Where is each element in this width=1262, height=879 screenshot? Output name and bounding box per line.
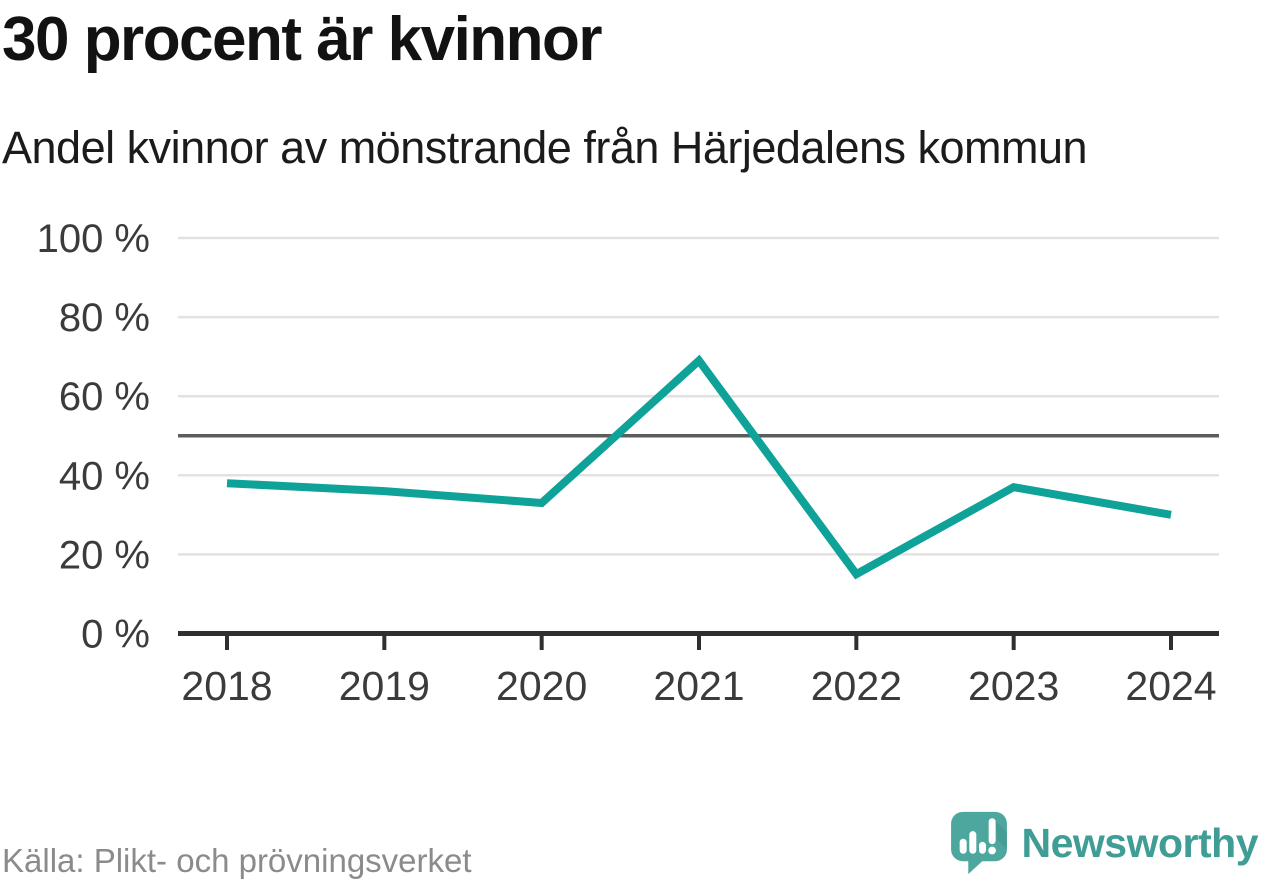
data-line-series — [226, 354, 1172, 580]
brand-logo: Newsworthy — [950, 808, 1259, 878]
y-axis-tick-label: 0 % — [81, 613, 150, 657]
y-axis-tick-label: 20 % — [59, 533, 150, 577]
x-axis-tick-label: 2024 — [1125, 663, 1216, 709]
newsworthy-logo-icon — [950, 811, 1007, 875]
x-axis-tick-label: 2019 — [339, 663, 430, 709]
x-axis-tick-label: 2018 — [181, 663, 272, 709]
x-axis-tick-label: 2022 — [811, 663, 902, 709]
brand-name: Newsworthy — [1021, 819, 1259, 866]
chart-subtitle: Andel kvinnor av mönstrande från Härjeda… — [2, 122, 1088, 173]
chart-title: 30 procent är kvinnor — [2, 5, 603, 74]
x-axis-tick-label: 2021 — [653, 663, 744, 709]
x-axis-tick-label: 2023 — [968, 663, 1059, 709]
y-axis-tick-label: 80 % — [59, 296, 150, 340]
source-note: Källa: Plikt- och prövningsverket — [2, 842, 472, 879]
y-axis-tick-label: 100 % — [37, 217, 150, 261]
y-axis-tick-label: 60 % — [59, 375, 150, 419]
y-axis-tick-label: 40 % — [59, 454, 150, 498]
x-axis-tick-label: 2020 — [496, 663, 587, 709]
